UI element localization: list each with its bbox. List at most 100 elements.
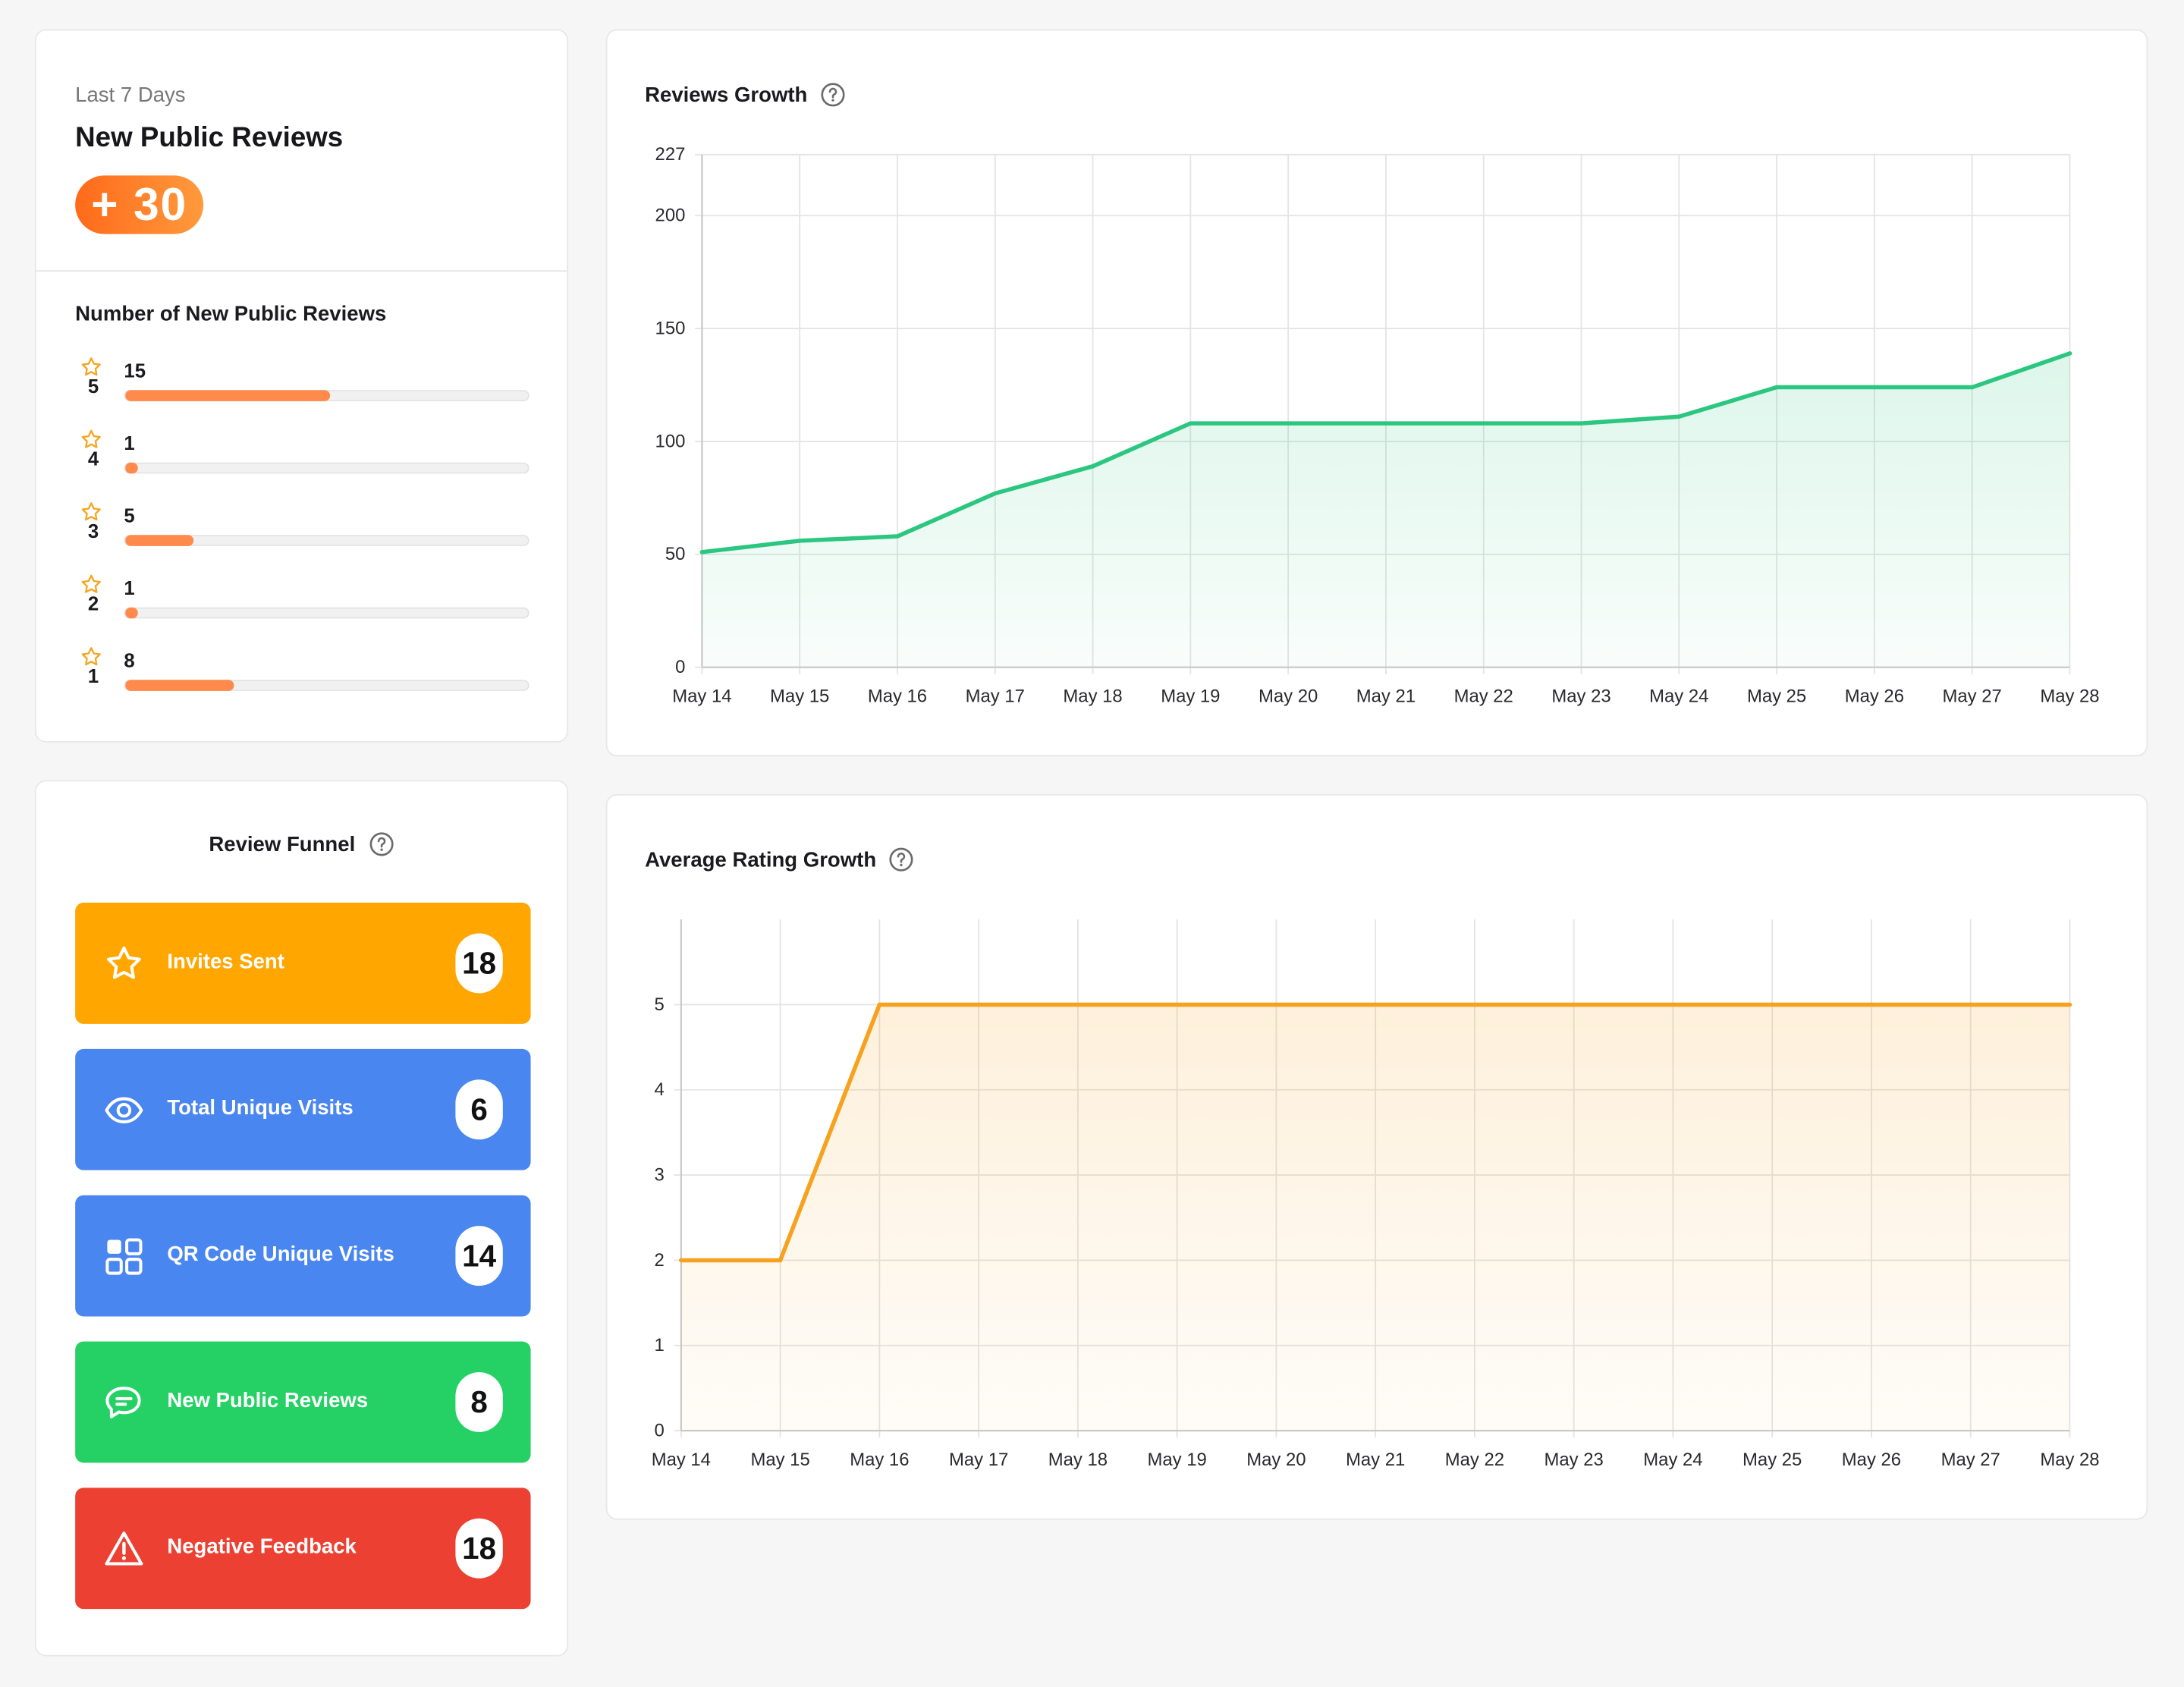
data-point bbox=[1090, 463, 1095, 469]
x-tick-label: May 15 bbox=[770, 686, 829, 707]
help-icon[interactable] bbox=[369, 831, 394, 856]
x-tick-label: May 22 bbox=[1454, 686, 1513, 707]
help-icon[interactable] bbox=[820, 82, 845, 107]
y-tick-label: 0 bbox=[675, 657, 685, 677]
funnel-item-qr-code-unique-visits[interactable]: QR Code Unique Visits 14 bbox=[75, 1195, 531, 1317]
data-point bbox=[1286, 421, 1290, 426]
rating-level: 1 bbox=[87, 664, 99, 687]
data-point bbox=[1384, 421, 1388, 426]
funnel-label: Invites Sent bbox=[167, 950, 284, 974]
data-point bbox=[1579, 421, 1584, 426]
reviews-growth-card: Reviews Growth 0 50 100 150 200 227 May 14 May … bbox=[605, 29, 2148, 757]
rating-level: 2 bbox=[87, 592, 99, 614]
data-point bbox=[1770, 1002, 1774, 1007]
funnel-count: 8 bbox=[455, 1371, 503, 1432]
average-rating-title: Average Rating Growth bbox=[645, 847, 877, 872]
rating-progress-fill bbox=[125, 680, 234, 691]
average-rating-title-row: Average Rating Growth bbox=[645, 847, 914, 872]
rating-count: 5 bbox=[124, 504, 135, 527]
x-tick-label: May 19 bbox=[1148, 1450, 1207, 1470]
x-tick-label: May 17 bbox=[966, 686, 1025, 707]
x-tick-label: May 22 bbox=[1445, 1450, 1504, 1470]
average-rating-growth-card: Average Rating Growth 0 1 2 3 4 5 May 14 May 15… bbox=[605, 793, 2148, 1520]
funnel-item-new-public-reviews[interactable]: New Public Reviews 8 bbox=[75, 1341, 531, 1463]
funnel-item-total-unique-visits[interactable]: Total Unique Visits 6 bbox=[75, 1048, 531, 1170]
rating-progress-fill bbox=[125, 390, 331, 401]
data-point bbox=[1076, 1002, 1080, 1007]
data-point bbox=[2067, 351, 2072, 356]
star-icon bbox=[81, 502, 101, 521]
rating-row: 5 15 bbox=[75, 357, 532, 412]
y-tick-label: 50 bbox=[665, 544, 686, 564]
data-point bbox=[797, 539, 802, 543]
y-tick-label: 200 bbox=[655, 206, 686, 226]
data-point bbox=[1670, 1002, 1676, 1007]
funnel-item-negative-feedback[interactable]: Negative Feedback 18 bbox=[75, 1488, 531, 1610]
data-point bbox=[1481, 421, 1486, 426]
reviews-growth-chart: 0 50 100 150 200 227 May 14 May 15 May 16 May 17 M… bbox=[655, 144, 2100, 707]
data-point bbox=[1969, 385, 1975, 390]
x-tick-label: May 18 bbox=[1063, 686, 1122, 707]
data-point bbox=[1968, 1002, 1973, 1007]
y-tick-label: 100 bbox=[655, 431, 686, 451]
help-icon[interactable] bbox=[889, 847, 914, 872]
rating-progress-track bbox=[124, 535, 530, 546]
data-point bbox=[1472, 1002, 1477, 1007]
divider bbox=[36, 270, 567, 272]
funnel-count: 14 bbox=[455, 1226, 503, 1286]
x-tick-label: May 20 bbox=[1246, 1450, 1306, 1470]
x-tick-label: May 23 bbox=[1545, 1450, 1604, 1470]
x-tick-label: May 16 bbox=[850, 1450, 909, 1470]
rating-count: 1 bbox=[124, 432, 135, 454]
star-icon bbox=[81, 647, 101, 666]
rating-progress-fill bbox=[125, 535, 194, 546]
review-funnel-card: Review Funnel Invites Sent 18 Total Unique… bbox=[34, 780, 569, 1657]
funnel-header: Review Funnel bbox=[36, 831, 567, 856]
data-point bbox=[1676, 414, 1682, 419]
average-rating-chart: 0 1 2 3 4 5 May 14 May 15 May 16 May 17 May 18 May … bbox=[652, 919, 2100, 1470]
data-point bbox=[1872, 385, 1877, 390]
funnel-label: Total Unique Visits bbox=[167, 1096, 354, 1120]
summary-title: New Public Reviews bbox=[75, 122, 344, 154]
x-tick-label: May 18 bbox=[1048, 1450, 1108, 1470]
y-tick-label: 5 bbox=[655, 994, 665, 1015]
x-tick-label: May 15 bbox=[750, 1450, 809, 1470]
star-icon bbox=[81, 357, 101, 376]
y-tick-label: 227 bbox=[655, 144, 686, 165]
rating-level: 3 bbox=[87, 520, 99, 542]
rating-count: 15 bbox=[124, 359, 146, 382]
rating-progress-fill bbox=[125, 462, 138, 474]
qr-code-icon bbox=[105, 1238, 143, 1275]
rating-count: 8 bbox=[124, 649, 135, 672]
star-icon bbox=[81, 574, 101, 593]
x-tick-label: May 28 bbox=[2040, 686, 2099, 707]
rating-progress-track bbox=[124, 390, 530, 401]
funnel-label: Negative Feedback bbox=[167, 1535, 357, 1560]
breakdown-title: Number of New Public Reviews bbox=[75, 302, 387, 326]
data-point bbox=[895, 534, 900, 539]
funnel-count: 18 bbox=[455, 933, 503, 994]
eye-icon bbox=[105, 1097, 143, 1123]
y-tick-label: 1 bbox=[655, 1335, 665, 1356]
series-area bbox=[702, 353, 2070, 668]
data-point bbox=[877, 1002, 882, 1007]
y-tick-label: 2 bbox=[655, 1250, 665, 1271]
rating-count: 1 bbox=[124, 576, 135, 599]
y-tick-label: 3 bbox=[655, 1164, 665, 1185]
reviews-growth-title-row: Reviews Growth bbox=[645, 82, 845, 107]
funnel-item-invites-sent[interactable]: Invites Sent 18 bbox=[75, 903, 531, 1024]
data-point bbox=[1869, 1002, 1874, 1007]
x-tick-label: May 25 bbox=[1742, 1450, 1802, 1470]
x-tick-label: May 19 bbox=[1161, 686, 1220, 707]
data-point bbox=[1373, 1002, 1378, 1007]
funnel-title: Review Funnel bbox=[209, 832, 356, 856]
x-tick-label: May 14 bbox=[672, 686, 731, 707]
x-tick-label: May 28 bbox=[2040, 1450, 2099, 1470]
funnel-label: QR Code Unique Visits bbox=[167, 1242, 394, 1267]
x-tick-label: May 20 bbox=[1259, 686, 1318, 707]
y-tick-label: 0 bbox=[655, 1420, 665, 1440]
data-point bbox=[976, 1002, 981, 1007]
